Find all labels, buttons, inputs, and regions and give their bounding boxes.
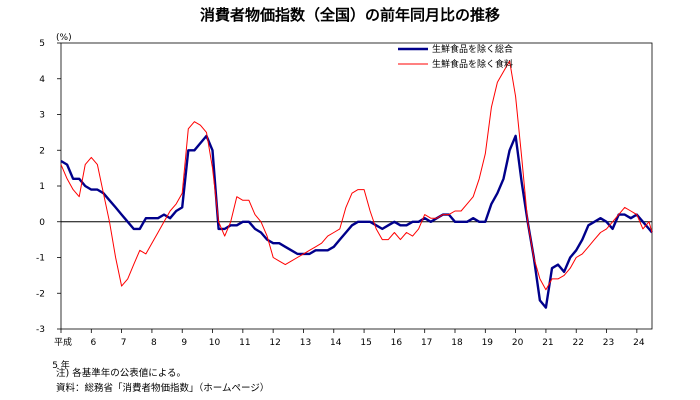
- legend: 生鮮食品を除く総合 生鮮食品を除く食料: [398, 43, 513, 70]
- x-tick-label: 15: [360, 338, 371, 348]
- x-tick-label: 12: [269, 338, 280, 348]
- x-tick-label: 11: [239, 338, 250, 348]
- x-tick-label: 16: [391, 338, 403, 348]
- y-tick-label: 1: [39, 182, 45, 192]
- x-tick-label: 20: [512, 338, 524, 348]
- x-tick-label: 6: [90, 338, 96, 348]
- y-tick-label: 0: [39, 218, 45, 228]
- series-line-core-cpi: [60, 134, 653, 309]
- y-tick-label: 2: [39, 146, 45, 156]
- x-tick-label: 8: [151, 338, 157, 348]
- y-unit-label: (%): [56, 33, 72, 43]
- legend-label-food: 生鮮食品を除く食料: [432, 58, 513, 70]
- y-tick-label: 5: [39, 39, 45, 49]
- x-tick-label: 9: [181, 338, 187, 348]
- x-tick-label: 17: [421, 338, 432, 348]
- legend-label-core-cpi: 生鮮食品を除く総合: [432, 43, 513, 55]
- x-tick-label: 7: [121, 338, 127, 348]
- x-tick-label: 平成: [54, 336, 72, 348]
- y-tick-label: 4: [39, 75, 45, 85]
- series-line-food: [60, 60, 653, 291]
- x-tick-label: 21: [542, 338, 553, 348]
- x-tick-label: 19: [482, 338, 494, 348]
- x-axis-label-year: 5 年: [52, 359, 70, 371]
- y-tick-label: 3: [39, 111, 45, 121]
- y-tick-label: -2: [36, 289, 45, 299]
- plot-area: [60, 42, 653, 330]
- x-axis: 平成 6 7 8 9 10 11 12 13 14 15 16 17 18 19 20 21 22 23 24: [54, 329, 645, 348]
- x-tick-label: 24: [633, 338, 645, 348]
- chart-title: 消費者物価指数（全国）の前年同月比の推移: [200, 6, 500, 24]
- y-axis: 5 4 3 2 1 0 -1 -2 -3: [36, 39, 61, 335]
- x-tick-label: 13: [300, 338, 311, 348]
- y-tick-label: -1: [36, 254, 45, 264]
- x-tick-label: 14: [330, 338, 342, 348]
- x-tick-label: 23: [603, 338, 614, 348]
- x-tick-label: 22: [573, 338, 584, 348]
- x-tick-label: 10: [209, 338, 221, 348]
- footnote-source: 資料：総務省「消費者物価指数」（ホームページ）: [56, 382, 269, 394]
- footnote-note: 注) 各基準年の公表値による。: [56, 367, 186, 379]
- plot-frame: [60, 42, 653, 330]
- series-group: [60, 60, 653, 309]
- y-tick-label: -3: [36, 325, 45, 335]
- x-tick-label: 18: [451, 338, 463, 348]
